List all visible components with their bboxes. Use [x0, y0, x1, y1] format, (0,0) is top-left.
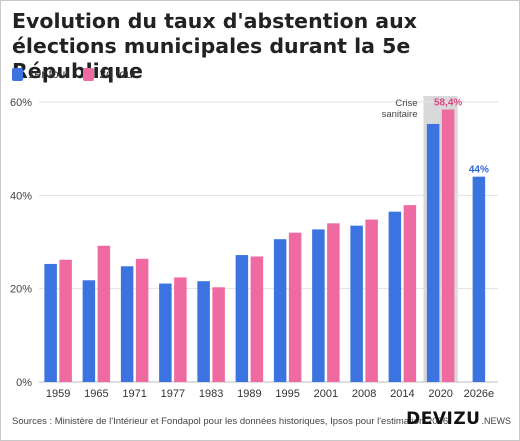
bar-1er-tour-1995 [273, 239, 287, 382]
x-tick-label-2001: 2001 [314, 388, 338, 400]
bar-1er-tour-2014 [388, 211, 402, 382]
x-tick-label-2014: 2014 [390, 388, 414, 400]
bar-2d-tour-1989 [250, 256, 264, 382]
x-tick-label-1995: 1995 [275, 388, 299, 400]
x-tick-label-1983: 1983 [199, 388, 223, 400]
bar-1er-tour-2020 [426, 123, 440, 382]
bar-1er-tour-1971 [120, 266, 134, 382]
bar-1er-tour-1989 [235, 255, 249, 382]
chart-title: Evolution du taux d'abstention aux élect… [12, 9, 417, 83]
legend-item-1er-tour: 1er tour [12, 67, 69, 81]
bar-2d-tour-1995 [288, 232, 302, 382]
bar-1er-tour-2026e [472, 176, 486, 382]
legend-swatch-1er-tour [12, 67, 23, 81]
x-tick-label-1959: 1959 [46, 388, 70, 400]
legend-swatch-2d-tour [83, 67, 95, 81]
chart-legend: 1er tour 2d tour [12, 67, 151, 81]
logo-suffix: .NEWS [481, 416, 511, 426]
bar-2d-tour-1965 [97, 245, 111, 382]
y-tick-label-40: 40% [10, 190, 32, 202]
legend-label-2d-tour: 2d tour [99, 67, 137, 81]
y-tick-label-60: 60% [10, 97, 32, 109]
source-note: Sources : Ministère de l'Intérieur et Fo… [12, 416, 449, 427]
x-tick-label-1989: 1989 [237, 388, 261, 400]
bar-2d-tour-2001 [327, 223, 340, 382]
x-tick-label-2026e: 2026e [464, 388, 495, 400]
bar-2d-tour-1977 [174, 277, 187, 382]
bar-1er-tour-2001 [312, 229, 325, 382]
annotation-line-1: Crise [395, 98, 417, 109]
x-tick-label-2020: 2020 [428, 388, 452, 400]
bar-1er-tour-1959 [44, 263, 57, 382]
x-tick-label-1965: 1965 [84, 388, 108, 400]
x-tick-label-1977: 1977 [161, 388, 185, 400]
bar-2d-tour-2020 [441, 109, 455, 382]
legend-item-2d-tour: 2d tour [83, 67, 137, 81]
annotation-line-2: sanitaire [382, 109, 418, 120]
data-label-2026e-1er-tour: 44% [469, 165, 489, 176]
y-tick-label-0: 0% [16, 377, 32, 389]
logo-wordmark: DEVIZU [406, 409, 481, 429]
bar-1er-tour-2008 [350, 225, 363, 382]
bar-2d-tour-1983 [212, 287, 225, 382]
bar-2d-tour-2008 [365, 219, 378, 382]
bar-1er-tour-1983 [197, 281, 210, 382]
bar-1er-tour-1977 [159, 283, 172, 382]
x-tick-label-2008: 2008 [352, 388, 376, 400]
legend-label-1er-tour: 1er tour [28, 67, 70, 81]
bar-1er-tour-1965 [82, 280, 96, 382]
y-tick-label-20: 20% [10, 284, 32, 296]
bar-2d-tour-2014 [403, 205, 417, 382]
bar-2d-tour-1959 [59, 259, 72, 382]
brand-logo: DEVIZU .NEWS [406, 409, 511, 429]
x-tick-label-1971: 1971 [122, 388, 146, 400]
data-label-2020-2d-tour: 58,4% [434, 97, 462, 108]
bar-2d-tour-1971 [135, 258, 149, 382]
